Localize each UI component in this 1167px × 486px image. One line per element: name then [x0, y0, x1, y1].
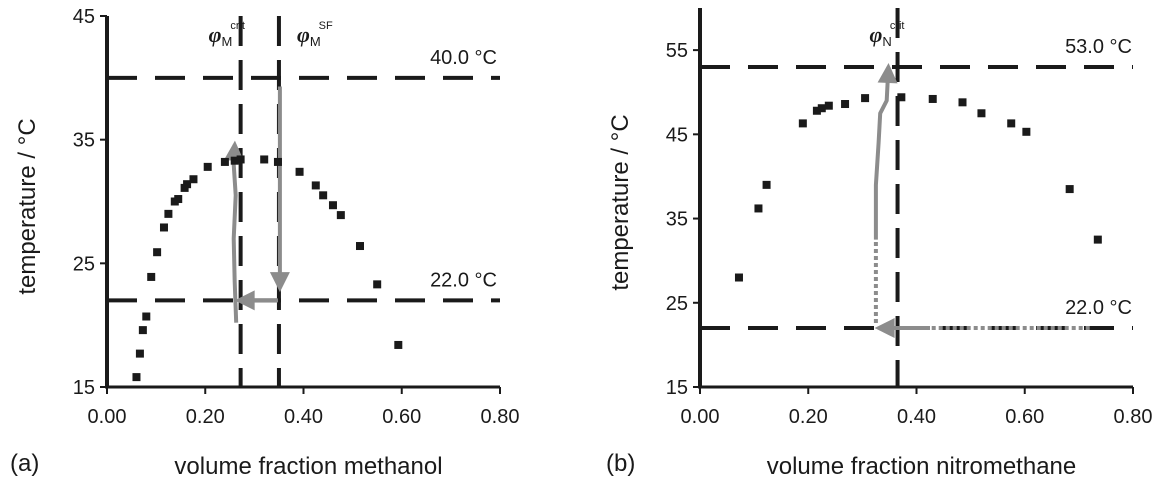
- panel-letter: (a): [10, 450, 39, 477]
- data-point: [1065, 185, 1074, 194]
- x-tick-label: 0.00: [681, 406, 720, 428]
- data-point: [762, 180, 771, 189]
- data-point: [394, 340, 403, 349]
- data-point: [812, 106, 821, 115]
- data-point: [273, 157, 282, 166]
- data-point: [164, 209, 173, 218]
- data-point: [138, 326, 147, 335]
- y-tick-label: 45: [666, 124, 688, 146]
- reference-line-label: 53.0 °C: [1065, 36, 1132, 58]
- data-point: [236, 155, 245, 164]
- y-tick-label: 15: [73, 377, 95, 399]
- data-point: [1022, 127, 1031, 136]
- phi-label: φMcrit: [209, 20, 245, 49]
- data-point: [311, 181, 320, 190]
- arrow-head: [877, 62, 898, 84]
- x-tick-label: 0.20: [186, 406, 225, 428]
- data-point: [203, 162, 212, 171]
- data-point: [142, 312, 151, 321]
- reference-line-label: 40.0 °C: [430, 47, 497, 69]
- y-tick-label: 25: [73, 253, 95, 275]
- x-tick-label: 0.60: [382, 406, 421, 428]
- data-point: [958, 98, 967, 107]
- data-point: [328, 201, 337, 210]
- panel-a: 0.00 0.20 0.40 0.60 0.80 15 25 35 45 volume fract…: [10, 6, 519, 480]
- data-point: [295, 167, 304, 176]
- panel-b: 0.00 0.20 0.40 0.60 0.80 15 25 35 45 55 volume fra…: [606, 8, 1152, 480]
- x-tick-label: 0.00: [88, 406, 127, 428]
- data-point: [861, 94, 870, 103]
- x-axis-label: volume fraction nitromethane: [767, 453, 1077, 480]
- y-tick-label: 45: [73, 6, 95, 28]
- arrow-head: [234, 290, 255, 311]
- arrow-path: [231, 144, 239, 323]
- y-axis-label: temperature / °C: [14, 118, 41, 294]
- y-tick-label: 25: [666, 293, 688, 315]
- data-point: [928, 94, 937, 103]
- arrow-path: [873, 66, 891, 240]
- arrow-head: [269, 272, 290, 293]
- y-tick-label: 35: [666, 209, 688, 231]
- y-axis-label: temperature / °C: [607, 114, 634, 290]
- data-point: [153, 248, 162, 257]
- panel-letter: (b): [606, 450, 635, 477]
- x-tick-label: 0.20: [789, 406, 828, 428]
- data-point: [355, 242, 364, 251]
- data-point: [754, 204, 763, 213]
- data-point: [734, 273, 743, 282]
- x-axis-label: volume fraction methanol: [174, 453, 442, 480]
- phi-label: φNcrit: [870, 20, 905, 49]
- data-point: [189, 175, 198, 184]
- reference-line-label: 22.0 °C: [1065, 297, 1132, 319]
- data-point: [220, 157, 229, 166]
- data-point: [147, 272, 156, 281]
- data-point: [897, 93, 906, 102]
- data-point: [319, 191, 328, 200]
- y-tick-label: 55: [666, 40, 688, 62]
- data-point: [817, 104, 826, 113]
- reference-line-label: 22.0 °C: [430, 269, 497, 291]
- y-tick-label: 15: [666, 377, 688, 399]
- data-point: [159, 223, 168, 232]
- data-point: [373, 280, 382, 289]
- data-point: [132, 373, 141, 382]
- data-point: [230, 156, 239, 165]
- arrow-head: [874, 318, 895, 339]
- x-tick-label: 0.80: [481, 406, 520, 428]
- data-point: [135, 349, 144, 358]
- data-point: [183, 180, 192, 189]
- data-point: [824, 101, 833, 110]
- x-tick-label: 0.40: [284, 406, 323, 428]
- x-tick-label: 0.60: [1005, 406, 1044, 428]
- phi-label: φMSF: [297, 20, 333, 49]
- y-tick-label: 35: [73, 130, 95, 152]
- x-tick-label: 0.40: [897, 406, 936, 428]
- data-point: [1007, 119, 1016, 128]
- data-point: [336, 211, 345, 220]
- data-point: [977, 109, 986, 118]
- data-point: [798, 119, 807, 128]
- data-point: [841, 100, 850, 109]
- x-tick-label: 0.80: [1114, 406, 1153, 428]
- data-point: [174, 195, 183, 204]
- data-point: [1093, 235, 1102, 244]
- data-point: [260, 155, 269, 164]
